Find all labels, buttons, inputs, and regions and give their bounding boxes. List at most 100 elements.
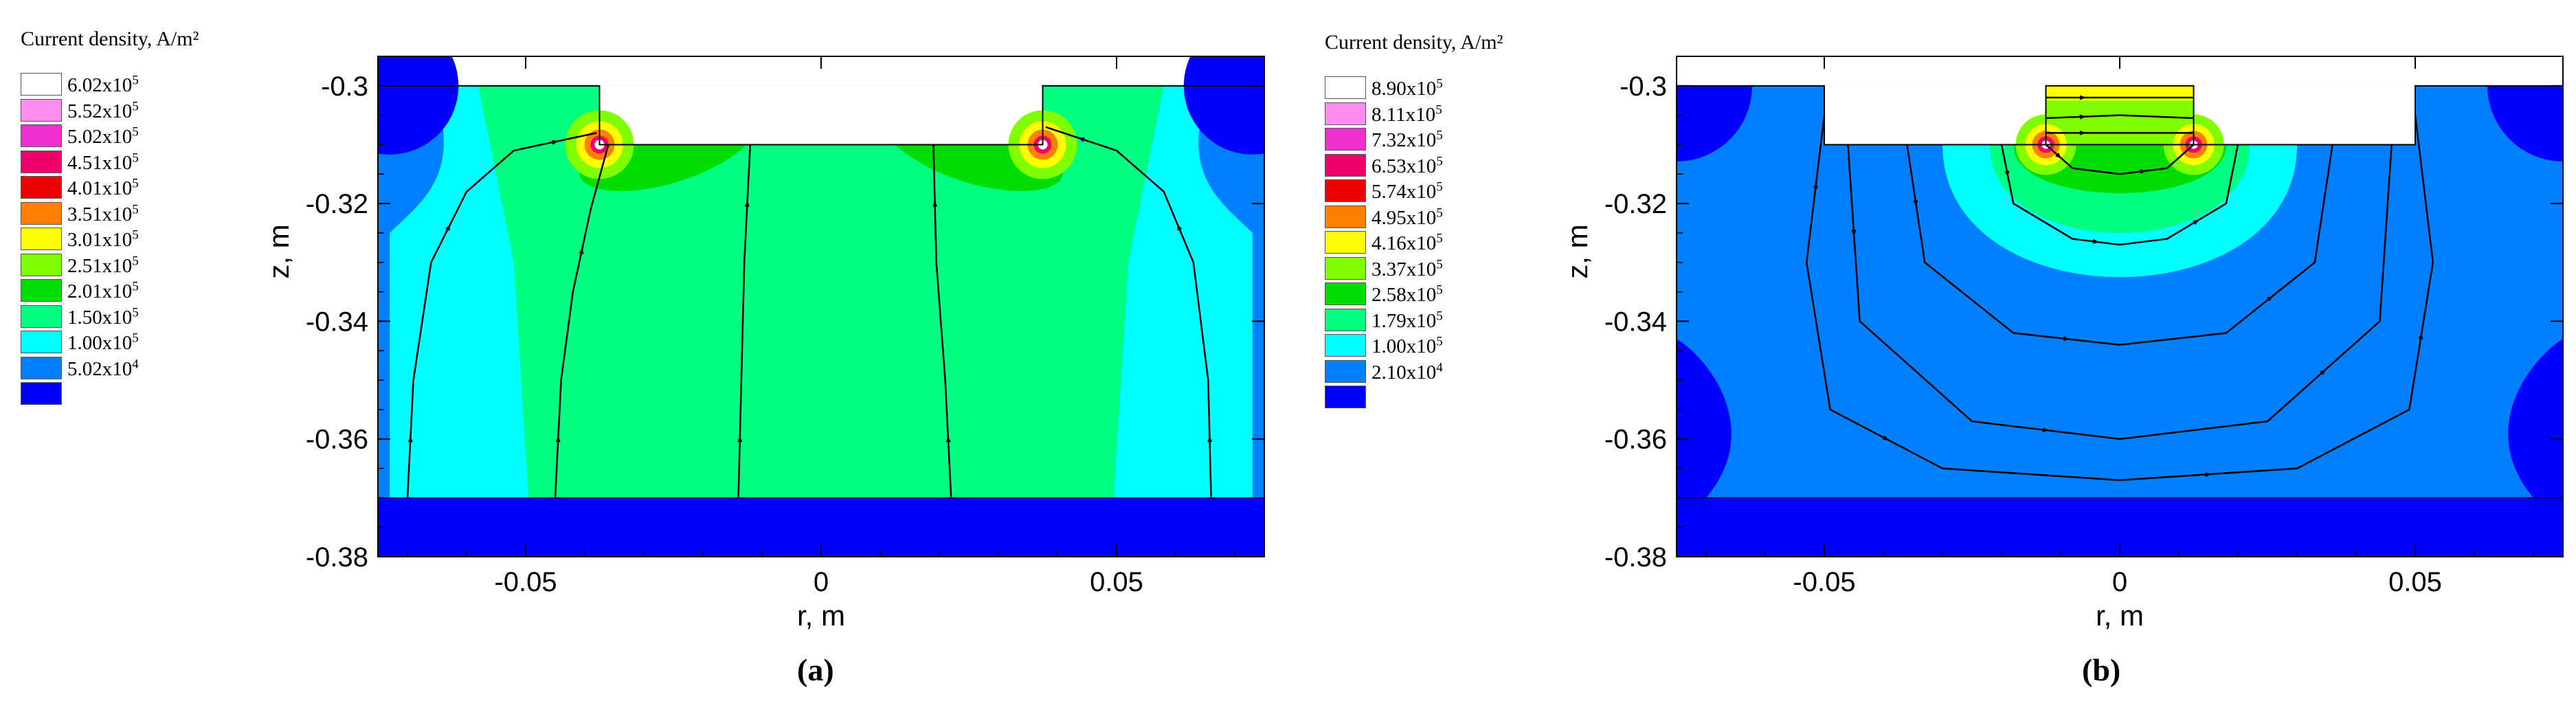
legend-label: 2.01x105 xyxy=(67,280,139,303)
legend-label: 8.90x105 xyxy=(1371,76,1443,100)
legend-mantissa: 2.01x10 xyxy=(67,280,133,302)
legend-label: 1.79x105 xyxy=(1371,308,1443,333)
streamline xyxy=(2045,144,2195,175)
contour-field xyxy=(378,56,1264,557)
electrode-outline xyxy=(2045,85,2195,146)
legend-swatch xyxy=(21,228,62,250)
x-axis-label: r, m xyxy=(2096,599,2144,632)
legend-mantissa: 2.10x10 xyxy=(1371,361,1437,384)
legend-title-a: Current density, A/m² xyxy=(21,27,199,50)
legend-mantissa: 5.52x10 xyxy=(67,100,133,122)
legend-exponent: 5 xyxy=(132,176,139,191)
legend-swatch xyxy=(21,150,62,173)
legend-exponent: 5 xyxy=(132,228,139,243)
legend-exponent: 5 xyxy=(1435,102,1442,117)
legend-exponent: 5 xyxy=(132,98,139,113)
legend-mantissa: 3.37x10 xyxy=(1371,258,1437,280)
y-tick-label: -0.32 xyxy=(306,189,368,219)
legend-swatch xyxy=(21,331,62,353)
legend-swatch xyxy=(1325,179,1366,202)
y-axis-label: z, m xyxy=(1561,224,1593,278)
panel-label-b: (b) xyxy=(2082,652,2121,687)
legend-swatch xyxy=(1325,282,1366,305)
legend-exponent: 5 xyxy=(132,304,139,320)
legend-mantissa: 3.51x10 xyxy=(67,203,133,225)
legend-mantissa: 5.74x10 xyxy=(1371,181,1437,203)
x-axis-label: r, m xyxy=(797,599,845,632)
legend-exponent: 5 xyxy=(1436,153,1443,168)
legend-label: 5.52x105 xyxy=(67,100,139,123)
legend-swatch xyxy=(1325,308,1366,331)
y-tick-label: -0.3 xyxy=(321,71,368,102)
legend-label: 3.01x105 xyxy=(67,228,139,252)
legend-label: 1.00x105 xyxy=(1371,335,1443,358)
legend-exponent: 5 xyxy=(1436,282,1443,298)
y-axis-label: z, m xyxy=(262,224,295,278)
legend-swatch xyxy=(1325,205,1366,228)
streamline xyxy=(1847,144,2393,440)
legend-mantissa: 2.51x10 xyxy=(67,254,133,277)
legend-swatch xyxy=(1325,102,1366,125)
legend-swatch xyxy=(1325,231,1366,254)
legend-swatch xyxy=(21,356,62,379)
legend-label: 3.37x105 xyxy=(1371,258,1443,281)
legend-swatch xyxy=(21,98,62,122)
x-tick-label: 0.05 xyxy=(2388,567,2442,597)
streamline xyxy=(1906,144,2333,346)
legend-mantissa: 2.58x10 xyxy=(1371,284,1437,306)
legend-exponent: 5 xyxy=(132,201,139,217)
legend-swatch xyxy=(1325,256,1366,280)
legend-label: 1.00x105 xyxy=(67,331,139,355)
legend-mantissa: 7.32x10 xyxy=(1371,129,1437,151)
legend-mantissa: 3.01x10 xyxy=(67,229,133,251)
contour-band-mid xyxy=(478,85,1164,498)
legend-exponent: 5 xyxy=(132,253,139,268)
legend-label: 2.58x105 xyxy=(1371,282,1443,307)
corner-low-band xyxy=(1183,56,1264,155)
plot-panel-b: -0.05 0 0.05 -0.3 -0.32 -0.34 -0.36 -0.38 r, m z,… xyxy=(1561,56,2564,632)
legend-swatch xyxy=(1325,359,1366,383)
legend-exponent: 4 xyxy=(132,356,139,371)
legend-label: 2.10x104 xyxy=(1371,359,1443,384)
legend-label: 7.32x105 xyxy=(1371,129,1443,152)
contour-band-side xyxy=(1677,85,2563,418)
x-tick-label: -0.05 xyxy=(1793,567,1855,597)
y-tick-label: -0.32 xyxy=(1604,189,1667,219)
legend-swatch xyxy=(21,73,62,96)
legend-label: 2.51x105 xyxy=(67,253,139,278)
legend-exponent: 5 xyxy=(132,331,139,346)
legend-exponent: 5 xyxy=(1436,256,1443,271)
y-tick-label: -0.34 xyxy=(306,307,368,337)
legend-label: 5.02x105 xyxy=(67,125,139,148)
y-tick-label: -0.36 xyxy=(306,425,368,455)
plot-panel-a: -0.05 0 0.05 -0.3 -0.32 -0.34 -0.36 -0.38 r, m z,… xyxy=(262,56,1265,632)
legend-label: 4.51x105 xyxy=(67,150,139,175)
y-tick-label: -0.38 xyxy=(1604,542,1667,573)
legend-label: 3.51x105 xyxy=(67,203,139,226)
y-tick-label: -0.34 xyxy=(1604,307,1667,337)
legend-label: 4.01x105 xyxy=(67,177,139,200)
legend-exponent: 5 xyxy=(132,279,139,294)
legend-label: 5.02x104 xyxy=(67,356,139,381)
legend-mantissa: 6.02x10 xyxy=(67,74,133,96)
domain-boundary xyxy=(378,85,1264,146)
contour-band-green xyxy=(579,144,1063,191)
legend-label: 1.50x105 xyxy=(67,304,139,329)
y-tick-label: -0.36 xyxy=(1604,425,1667,455)
legend-swatch xyxy=(21,201,62,225)
streamline xyxy=(554,144,609,498)
legend-exponent: 5 xyxy=(1436,179,1443,195)
legend-exponent: 4 xyxy=(1436,359,1443,375)
legend-label: 4.95x105 xyxy=(1371,206,1443,230)
legend-exponent: 5 xyxy=(1436,76,1443,91)
legend-exponent: 5 xyxy=(1436,308,1443,323)
streamline xyxy=(1805,115,2434,481)
legend-exponent: 5 xyxy=(132,150,139,165)
legend-mantissa: 4.01x10 xyxy=(67,177,133,199)
legend-label: 6.53x105 xyxy=(1371,155,1443,178)
x-tick-label: 0 xyxy=(2112,567,2127,597)
legend-mantissa: 5.02x10 xyxy=(67,126,133,148)
legend-mantissa: 8.11x10 xyxy=(1371,103,1436,126)
legend-mantissa: 1.79x10 xyxy=(1371,309,1437,332)
